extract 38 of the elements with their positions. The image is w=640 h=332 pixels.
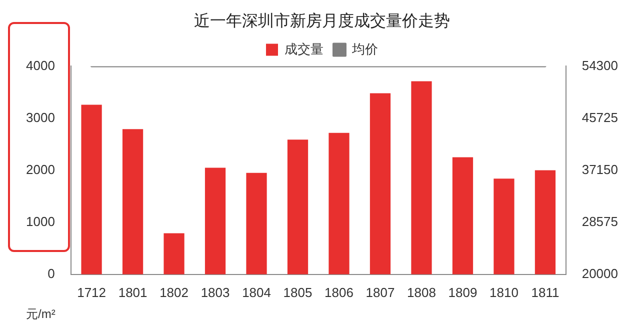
x-tick-label: 1803 bbox=[200, 284, 230, 300]
bar bbox=[452, 157, 474, 274]
bar bbox=[122, 129, 144, 274]
legend-label: 均价 bbox=[351, 41, 378, 56]
bar bbox=[494, 178, 514, 274]
bar bbox=[287, 140, 308, 274]
x-tick-label: 1809 bbox=[448, 284, 478, 300]
x-tick-label: 1801 bbox=[118, 284, 148, 300]
bar bbox=[204, 168, 226, 274]
x-tick-label: 1808 bbox=[407, 284, 436, 300]
bar bbox=[328, 132, 350, 274]
x-tick-label: 1811 bbox=[531, 284, 560, 300]
y-tick-label: 0 bbox=[48, 266, 55, 281]
bar bbox=[164, 233, 184, 274]
x-tick-label: 1805 bbox=[283, 284, 312, 300]
x-tick-label: 1712 bbox=[77, 284, 106, 300]
text: 元/m² bbox=[26, 306, 56, 323]
y2-tick-label: 28575 bbox=[582, 214, 618, 229]
bar bbox=[411, 81, 432, 274]
chart-title: 近一年深圳市新房月度成交量价走势 bbox=[194, 12, 450, 30]
bar bbox=[81, 104, 102, 274]
y2-tick-label: 37150 bbox=[582, 162, 618, 177]
y2-tick-label: 20000 bbox=[582, 266, 618, 281]
x-tick-label: 1807 bbox=[366, 284, 395, 300]
y-tick-label: 2000 bbox=[26, 162, 55, 177]
x-tick-label: 1810 bbox=[490, 284, 518, 300]
y-tick-label: 1000 bbox=[26, 214, 55, 229]
bar bbox=[246, 172, 267, 274]
y2-tick-label: 54300 bbox=[582, 58, 618, 73]
x-tick-label: 1804 bbox=[242, 284, 271, 300]
bar bbox=[370, 93, 391, 274]
x-tick-label: 1806 bbox=[324, 284, 354, 300]
y-tick-label: 4000 bbox=[26, 58, 55, 73]
x-tick-label: 1802 bbox=[160, 284, 188, 300]
y-tick-label: 3000 bbox=[26, 110, 55, 125]
y2-tick-label: 45725 bbox=[582, 110, 618, 125]
legend-label: 成交量 bbox=[284, 41, 324, 56]
bar bbox=[534, 170, 556, 274]
